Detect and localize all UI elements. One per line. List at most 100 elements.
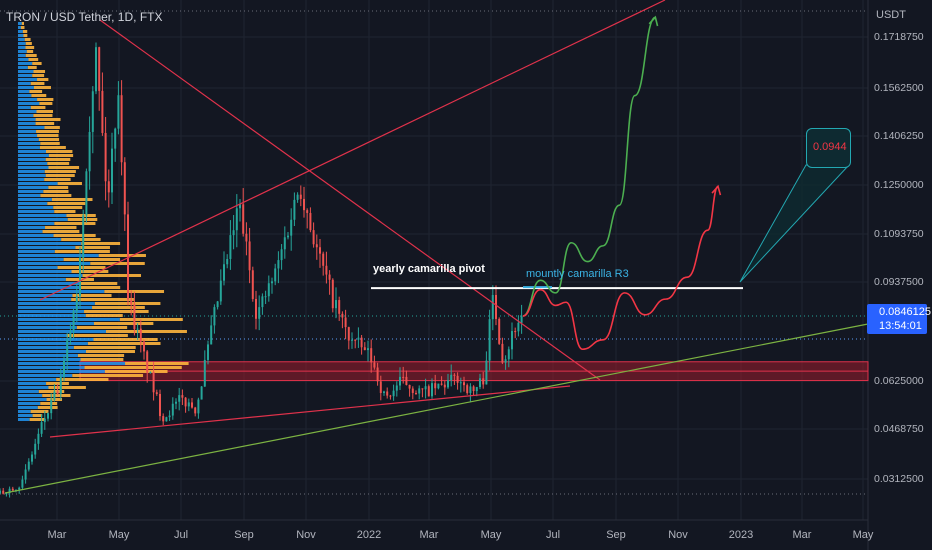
candle-body	[370, 348, 373, 363]
price-tick: 0.1562500	[874, 82, 924, 94]
volume-bar-down	[37, 78, 49, 81]
volume-bar-down	[35, 122, 55, 125]
candle-body	[37, 433, 40, 444]
candle-body	[194, 407, 197, 414]
candle-body	[335, 300, 337, 309]
volume-bar-down	[33, 70, 46, 73]
volume-bar-up	[18, 178, 45, 181]
candle-body	[411, 388, 414, 393]
time-tick: Mar	[419, 529, 439, 541]
trend-lines	[4, 0, 869, 494]
volume-bar-down	[40, 194, 72, 197]
candle-body	[290, 219, 293, 236]
candle-body	[191, 402, 193, 408]
candle-body	[229, 235, 232, 259]
candles	[0, 42, 523, 498]
descending-trendline	[99, 19, 601, 381]
volume-bar-down	[22, 30, 28, 33]
candle-body	[488, 319, 491, 361]
volume-bar-down	[98, 254, 146, 257]
candle-body	[203, 359, 206, 387]
time-tick: Mar	[47, 529, 67, 541]
candle-body	[107, 181, 110, 193]
volume-bar-up	[18, 370, 105, 373]
candle-body	[21, 479, 24, 488]
candle-body	[344, 317, 347, 328]
volume-bar-up	[18, 114, 34, 117]
volume-bar-down	[51, 198, 93, 201]
candle-body	[255, 298, 257, 319]
volume-bar-down	[104, 370, 168, 373]
volume-bar-down	[48, 154, 74, 157]
candle-body	[504, 359, 507, 363]
volume-bar-up	[18, 26, 21, 29]
candle-body	[328, 274, 331, 280]
candle-body	[219, 280, 222, 302]
candle-body	[130, 299, 133, 305]
volume-bar-down	[42, 394, 71, 397]
candle-body	[165, 417, 168, 422]
candle-body	[104, 132, 107, 182]
candle-body	[437, 383, 440, 389]
volume-bar-up	[18, 162, 48, 165]
candle-body	[399, 376, 401, 386]
volume-bar-down	[44, 170, 76, 173]
symbol-title[interactable]: TRON / USD Tether, 1D, FTX	[6, 10, 163, 24]
target-callout[interactable]: 0.0944	[806, 128, 851, 168]
candle-body	[50, 399, 53, 414]
candle-body	[299, 194, 302, 199]
volume-bar-up	[18, 202, 48, 205]
volume-bar-down	[46, 150, 73, 153]
candle-body	[187, 402, 190, 407]
candle-body	[312, 230, 315, 245]
volume-bar-down	[27, 66, 37, 69]
candle-body	[331, 279, 334, 309]
volume-bar-up	[18, 238, 62, 241]
candle-body	[136, 328, 139, 330]
volume-bar-down	[37, 98, 54, 101]
candle-body	[251, 270, 254, 299]
volume-bar-up	[18, 350, 86, 353]
volume-bar-down	[25, 54, 37, 57]
volume-bar-up	[18, 290, 105, 293]
volume-bar-down	[119, 318, 183, 321]
candle-body	[162, 416, 165, 422]
candle-body	[226, 258, 229, 265]
candle-body	[248, 241, 251, 271]
volume-bar-down	[66, 334, 128, 337]
candle-body	[482, 378, 485, 385]
candle-body	[72, 311, 75, 332]
candle-body	[271, 281, 273, 284]
candle-body	[178, 395, 181, 402]
price-tick: 0.1718750	[874, 31, 924, 43]
time-tick: May	[480, 529, 502, 541]
candle-body	[287, 235, 289, 238]
volume-bar-down	[39, 102, 53, 105]
candle-body	[501, 343, 504, 363]
bar-countdown: 13:54:01	[879, 320, 922, 332]
volume-bar-up	[18, 142, 41, 145]
candle-body	[216, 301, 219, 308]
volume-bar-down	[40, 402, 58, 405]
volume-bar-down	[36, 130, 59, 133]
candle-body	[379, 381, 382, 393]
candle-body	[82, 215, 85, 258]
candle-body	[485, 360, 488, 385]
volume-bar-down	[105, 330, 187, 333]
candle-body	[171, 403, 174, 416]
candle-body	[43, 418, 46, 423]
volume-bar-up	[18, 286, 81, 289]
candle-body	[59, 376, 62, 394]
volume-bar-up	[18, 282, 80, 285]
volume-bar-up	[18, 74, 33, 77]
volume-bar-down	[44, 126, 60, 129]
volume-bar-down	[35, 118, 61, 121]
volume-bar-down	[85, 350, 135, 353]
volume-bar-up	[18, 214, 67, 217]
volume-bar-down	[93, 322, 154, 325]
candle-body	[447, 380, 449, 388]
candle-body	[200, 386, 203, 400]
candle-body	[101, 90, 104, 133]
volume-bar-down	[57, 266, 106, 269]
